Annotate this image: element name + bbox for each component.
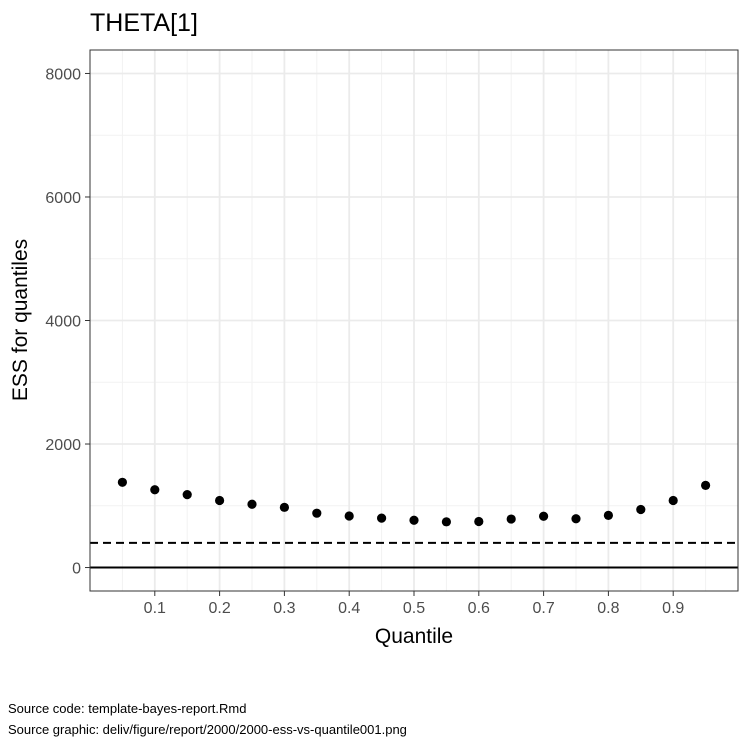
y-tick-label: 0 <box>72 561 81 578</box>
x-tick-label: 0.6 <box>468 600 490 617</box>
data-point <box>215 495 225 506</box>
data-point <box>441 517 451 527</box>
source-code-caption: Source code: template-bayes-report.Rmd <box>8 701 247 716</box>
y-tick-label: 4000 <box>45 314 81 331</box>
x-tick-label: 0.3 <box>273 600 295 617</box>
data-point <box>312 508 322 518</box>
data-point <box>247 499 257 509</box>
data-point <box>571 514 581 524</box>
data-points <box>117 477 711 527</box>
data-point <box>636 504 646 515</box>
x-tick-label: 0.7 <box>532 600 554 617</box>
x-tick-label: 0.8 <box>597 600 619 617</box>
data-point <box>182 490 192 500</box>
data-point <box>668 495 678 506</box>
data-point <box>539 511 549 521</box>
data-point <box>279 502 289 512</box>
x-tick-label: 0.4 <box>338 600 360 617</box>
x-tick-label: 0.5 <box>403 600 425 617</box>
data-point <box>506 514 516 524</box>
data-point <box>344 511 354 521</box>
chart-title: THETA[1] <box>90 9 198 37</box>
axis-ticks: 0.1 0.2 0.3 0.4 0.5 0.6 0.7 0.8 0.9 0 2000 4000 6000… <box>45 66 684 617</box>
y-tick-label: 8000 <box>45 66 81 83</box>
x-tick-label: 0.9 <box>662 600 684 617</box>
x-tick-label: 0.2 <box>208 600 230 617</box>
x-axis-label: Quantile <box>375 625 453 648</box>
y-tick-label: 6000 <box>45 190 81 207</box>
reference-lines <box>90 541 738 569</box>
data-point <box>409 515 419 525</box>
x-tick-label: 0.1 <box>144 600 166 617</box>
data-point <box>603 510 614 520</box>
data-point <box>150 485 160 495</box>
y-tick-label: 2000 <box>45 437 81 454</box>
y-axis-label: ESS for quantiles <box>9 239 32 401</box>
data-point <box>474 516 484 527</box>
data-point <box>701 480 711 490</box>
source-graphic-caption: Source graphic: deliv/figure/report/2000… <box>8 722 407 737</box>
data-point <box>117 477 127 487</box>
data-point <box>377 513 387 523</box>
